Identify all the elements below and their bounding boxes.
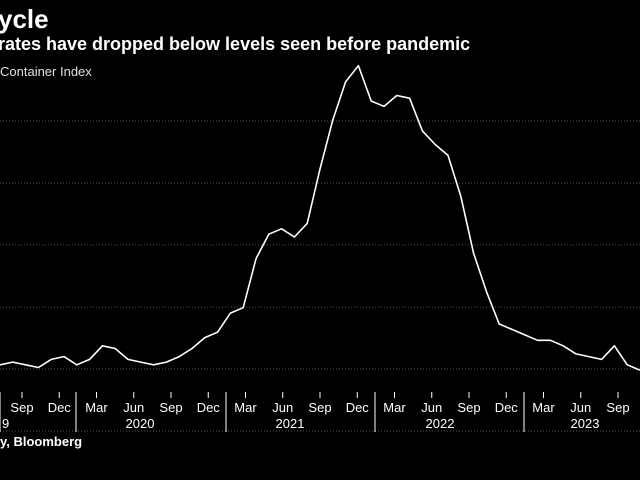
x-axis: Sep Dec Mar Jun Sep Dec Mar Jun Sep Dec Mar Jun Sep D… (0, 392, 630, 432)
year-label: 2020 (126, 416, 155, 431)
x-tick-label: Sep (10, 400, 33, 415)
x-tick-label: Sep (606, 400, 629, 415)
series-line (0, 64, 640, 371)
x-tick-label: Dec (346, 400, 370, 415)
year-label: 2022 (426, 416, 455, 431)
x-tick-label: Dec (48, 400, 72, 415)
chart-title: ycle (0, 4, 49, 34)
x-tick-label: Sep (308, 400, 331, 415)
x-tick-label: Jun (272, 400, 293, 415)
x-tick-label: Jun (123, 400, 144, 415)
x-tick-label: Mar (234, 400, 257, 415)
x-tick-label: Mar (532, 400, 555, 415)
source-note: y, Bloomberg (0, 434, 83, 449)
series-label: Container Index (0, 64, 92, 79)
x-tick-label: Jun (570, 400, 591, 415)
x-tick-label: Dec (197, 400, 221, 415)
chart-subtitle: rates have dropped below levels seen bef… (0, 34, 471, 54)
x-tick-label: Dec (495, 400, 519, 415)
year-label: 9 (2, 416, 9, 431)
year-label: 2023 (571, 416, 600, 431)
x-tick-label: Mar (85, 400, 108, 415)
x-tick-label: Mar (383, 400, 406, 415)
x-tick-label: Sep (159, 400, 182, 415)
x-tick-label: Sep (457, 400, 480, 415)
x-tick-label: Jun (421, 400, 442, 415)
series-group (0, 64, 640, 371)
year-label: 2021 (276, 416, 305, 431)
